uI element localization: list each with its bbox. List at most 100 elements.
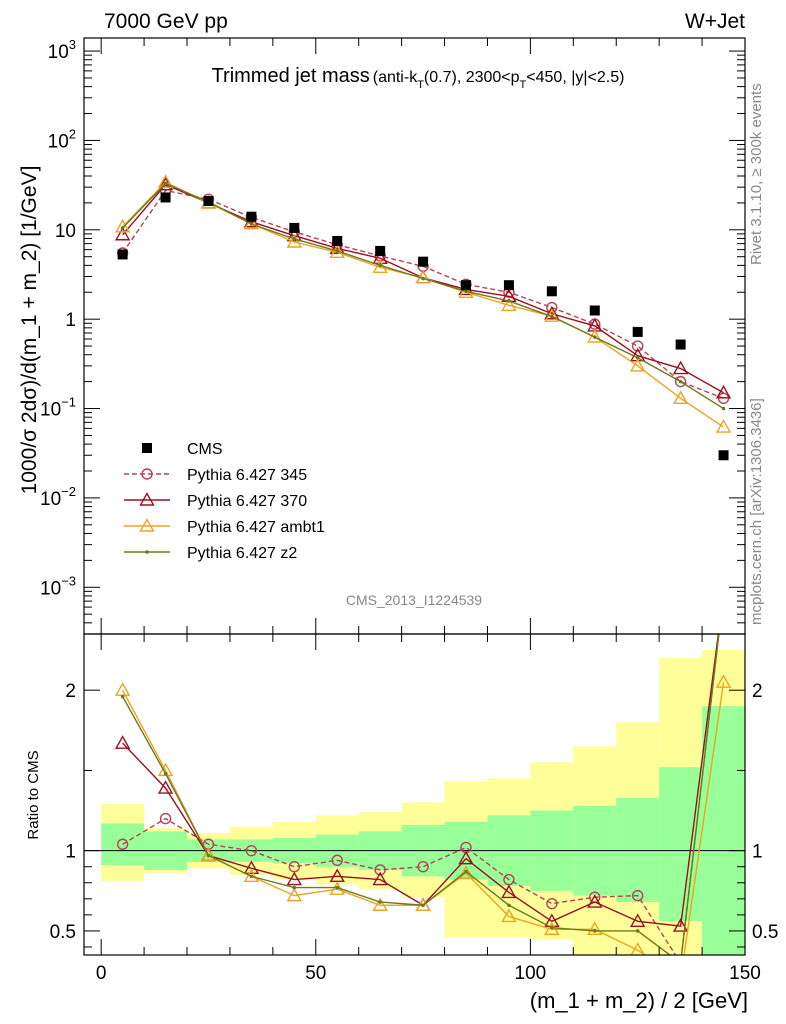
mcplots-reference-label: mcplots.cern.ch [arXiv:1306.3436]	[748, 398, 765, 625]
header-right: W+Jet	[685, 10, 745, 33]
main-line-ambt1	[122, 181, 724, 428]
analysis-watermark: CMS_2013_I1224539	[346, 592, 482, 608]
ratio-point-p345	[546, 897, 558, 910]
legend-marker-z2	[145, 550, 149, 554]
ratio-point-ambt1	[200, 847, 217, 862]
ratio-point-ambt1	[372, 897, 388, 911]
ratio-point-ambt1	[587, 921, 603, 936]
legend-marker-p345	[141, 468, 153, 480]
legend: CMS Pythia 6.427 345 Pythia 6.427 370 Pythi…	[124, 441, 325, 562]
ratio-point-p370	[372, 871, 388, 886]
main-point-z2	[507, 299, 511, 303]
main-point-ambt1	[286, 234, 303, 248]
ratio-y-tick-label-left: 1	[65, 842, 76, 863]
main-point-cms	[546, 286, 557, 297]
ratio-point-ambt1	[114, 682, 131, 696]
main-point-cms	[675, 339, 686, 350]
main-point-p370	[329, 240, 345, 255]
main-y-tick-label: 10−2	[40, 484, 76, 510]
main-point-ambt1	[157, 174, 174, 188]
ratio-y-tick-label-left: 0.5	[50, 922, 76, 943]
legend-label: CMS	[187, 441, 223, 458]
ratio-point-ambt1	[715, 674, 732, 688]
main-point-z2	[335, 249, 340, 253]
legend-entry: CMS	[142, 441, 223, 458]
main-point-z2	[678, 379, 683, 384]
ratio-point-z2	[550, 925, 554, 930]
ratio-frame	[83, 633, 746, 956]
main-point-ambt1	[715, 419, 732, 433]
main-point-p370	[544, 305, 560, 320]
legend-entry: Pythia 6.427 345	[124, 467, 307, 484]
ratio-point-ambt1	[501, 908, 517, 923]
legend-marker-ambt1	[139, 518, 155, 532]
rivet-version-label: Rivet 3.1.10, ≥ 300k events	[748, 83, 765, 265]
ratio-y-tick-label-right: 2	[752, 681, 763, 702]
main-point-cms	[117, 249, 128, 260]
ratio-point-p345	[116, 838, 129, 850]
ratio-y-tick-label-left: 2	[65, 681, 76, 702]
main-y-axis-label: 1000/σ 2dσ)/d(m_1 + m_2) [1/GeV]	[18, 166, 41, 495]
ratio-point-z2	[249, 874, 254, 879]
plot-title: Trimmed jet mass (anti-kT(0.7), 2300<pT<4…	[212, 65, 625, 91]
legend-marker-cms	[142, 443, 152, 453]
header-left: 7000 GeV pp	[104, 10, 228, 33]
legend-label: Pythia 6.427 z2	[187, 545, 297, 562]
main-y-tick-label: 103	[48, 37, 76, 63]
main-point-cms	[632, 326, 643, 337]
ratio-point-p370	[286, 871, 303, 886]
ratio-y-tick-label-right: 0.5	[752, 922, 778, 943]
main-point-z2	[163, 181, 168, 186]
ratio-point-z2	[292, 885, 297, 890]
main-point-cms	[461, 280, 472, 291]
ratio-point-p370	[458, 850, 474, 865]
ratio-point-p345	[631, 889, 644, 902]
ratio-point-p345	[159, 812, 172, 825]
ratio-point-p345	[374, 864, 386, 876]
main-line-z2	[122, 182, 724, 410]
main-series-group	[114, 174, 732, 461]
legend-label: Pythia 6.427 345	[187, 467, 307, 484]
main-point-p370	[114, 226, 131, 241]
main-point-cms	[503, 280, 514, 291]
legend-marker-p370	[139, 492, 155, 506]
main-point-cms	[718, 450, 729, 461]
main-y-tick-label: 10−1	[40, 395, 76, 421]
ratio-y-tick-label-right: 1	[752, 842, 763, 863]
main-point-z2	[378, 263, 382, 268]
green-band-bin	[702, 706, 745, 955]
ratio-point-p345	[245, 844, 258, 857]
ratio-point-ambt1	[243, 868, 260, 883]
x-tick-label: 100	[515, 963, 547, 984]
ratio-plot-area	[114, 634, 732, 955]
main-point-cms	[246, 211, 257, 222]
ratio-point-p370	[587, 894, 603, 908]
main-line-p370	[122, 183, 724, 394]
main-point-z2	[464, 289, 468, 294]
ratio-series-group	[114, 634, 732, 955]
main-point-ambt1	[501, 297, 517, 311]
ratio-point-ambt1	[286, 887, 303, 902]
main-point-z2	[550, 314, 554, 319]
main-point-ambt1	[114, 218, 131, 233]
ratio-point-p370	[114, 735, 131, 749]
ratio-line-p345	[122, 634, 720, 955]
ratio-point-z2	[206, 853, 211, 858]
ratio-point-p345	[417, 861, 429, 873]
main-point-cms	[203, 196, 214, 207]
main-point-cms	[589, 305, 600, 316]
ratio-point-z2	[163, 771, 168, 776]
ratio-y-axis-label: Ratio to CMS	[25, 750, 42, 839]
ratio-point-p370	[629, 913, 646, 927]
main-point-ambt1	[629, 357, 646, 372]
ratio-point-z2	[120, 694, 125, 699]
legend-entry: Pythia 6.427 ambt1	[124, 518, 325, 536]
legend-entry: Pythia 6.427 370	[124, 492, 307, 510]
main-y-tick-label: 1	[65, 310, 76, 331]
ratio-point-p370	[243, 860, 260, 875]
legend-label: Pythia 6.427 370	[187, 493, 307, 510]
x-tick-label: 50	[305, 963, 326, 984]
green-band-bin	[659, 767, 703, 922]
ratio-point-z2	[635, 929, 640, 933]
